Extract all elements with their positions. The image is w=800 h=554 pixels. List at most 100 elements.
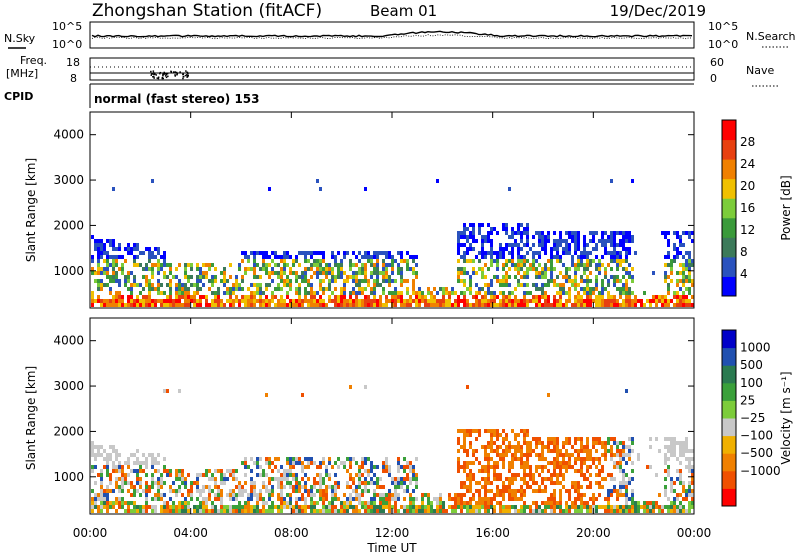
velocity-cell [553,465,556,469]
velocity-cell [427,493,430,497]
velocity-cell [529,469,532,473]
velocity-cell [457,461,460,465]
velocity-cell [544,505,547,509]
velocity-cell [379,485,382,489]
nave-point [154,73,156,75]
velocity-cell [130,485,133,489]
power-cell [322,267,325,271]
power-cell [205,295,208,299]
velocity-cell [523,433,526,437]
velocity-cell [409,505,412,509]
power-cell [520,299,523,303]
velocity-cell [355,461,358,465]
power-cell [556,239,559,243]
power-cell [247,287,250,291]
power-cell [355,271,358,275]
velocity-cell [628,477,631,481]
power-cell [115,303,118,307]
velocity-cell [400,481,403,485]
power-cell [151,251,154,255]
power-cell [562,291,565,295]
velocity-cell [427,501,430,505]
velocity-cell [238,509,241,513]
power-cell [103,283,106,287]
power-cell [409,303,412,307]
power-cell [508,299,511,303]
velocity-cell [109,445,112,449]
power-cell [607,291,610,295]
power-cell [148,291,151,295]
power-cell [628,235,631,239]
power-cell [256,275,259,279]
velocity-cell [586,441,589,445]
velocity-cell [649,437,652,441]
power-cell [631,299,634,303]
velocity-cell [100,453,103,457]
power-cell [394,295,397,299]
velocity-cell [385,493,388,497]
power-cell [472,227,475,231]
velocity-cell [490,457,493,461]
power-cell [166,295,169,299]
velocity-cell [310,457,313,461]
power-colorbar-swatch [722,198,736,219]
velocity-cell [577,493,580,497]
power-cell [337,263,340,267]
power-cell [688,299,691,303]
power-cell [511,255,514,259]
velocity-cell [538,441,541,445]
power-cell [451,291,454,295]
power-cell [679,287,682,291]
velocity-cell [679,477,682,481]
power-cell [469,231,472,235]
velocity-cell [220,489,223,493]
velocity-cell [631,501,634,505]
power-cell [463,223,466,227]
power-cell [262,299,265,303]
power-cell [469,235,472,239]
velocity-cell [652,509,655,513]
power-cell [100,279,103,283]
power-cell [385,299,388,303]
velocity-cell [514,509,517,513]
power-cell [148,259,151,263]
power-cell [532,255,535,259]
power-cell [490,251,493,255]
power-cell [523,243,526,247]
velocity-cell [268,457,271,461]
power-cell [676,235,679,239]
power-cell [364,299,367,303]
power-cell [553,267,556,271]
power-cell [145,283,148,287]
power-cell [505,299,508,303]
velocity-cell [121,501,124,505]
velocity-cell [493,493,496,497]
power-cell [370,263,373,267]
power-cell [253,299,256,303]
velocity-cell [547,477,550,481]
power-cell [238,299,241,303]
velocity-cell [202,485,205,489]
velocity-cell [331,509,334,513]
power-cell [394,299,397,303]
velocity-cell [268,481,271,485]
power-cell [340,303,343,307]
power-cell [664,303,667,307]
power-cell [478,303,481,307]
power-cell [505,259,508,263]
power-cell [448,299,451,303]
velocity-cell [673,509,676,513]
velocity-cell [655,473,658,477]
velocity-cell [517,457,520,461]
power-cell [196,299,199,303]
velocity-cell [601,469,604,473]
velocity-cell [145,501,148,505]
velocity-cell [316,501,319,505]
velocity-cell [460,481,463,485]
velocity-cell [535,445,538,449]
nave-point [152,76,154,78]
velocity-cell [520,505,523,509]
power-cell [442,287,445,291]
velocity-cell [154,509,157,513]
velocity-cell [103,457,106,461]
